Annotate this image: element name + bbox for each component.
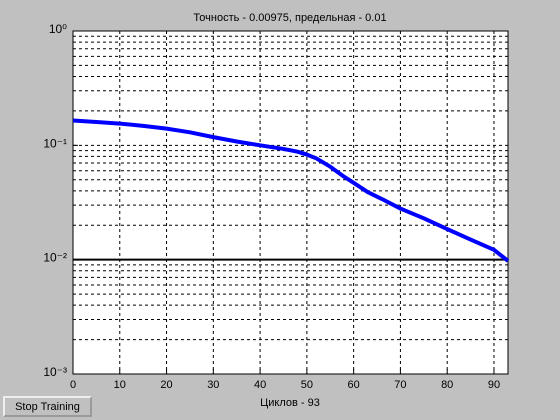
plot-area bbox=[73, 31, 508, 374]
x-tick-label: 80 bbox=[441, 379, 453, 391]
x-tick-label: 60 bbox=[348, 379, 360, 391]
x-tick-label: 0 bbox=[70, 379, 76, 391]
x-tick-label: 70 bbox=[394, 379, 406, 391]
y-tick-label: 10⁻² bbox=[43, 251, 67, 265]
x-tick-label: 10 bbox=[114, 379, 126, 391]
y-tick-label: 10⁰ bbox=[49, 22, 67, 36]
chart-title: Точность - 0.00975, предельная - 0.01 bbox=[193, 12, 386, 24]
stop-training-button[interactable]: Stop Training bbox=[3, 396, 92, 417]
x-axis-label: Циклов - 93 bbox=[260, 397, 320, 409]
performance-line bbox=[72, 118, 510, 263]
y-tick-label: 10⁻³ bbox=[43, 365, 67, 379]
x-tick-label: 30 bbox=[207, 379, 219, 391]
x-tick-label: 40 bbox=[254, 379, 266, 391]
y-tick-label: 10⁻¹ bbox=[43, 136, 67, 150]
x-tick-label: 20 bbox=[160, 379, 172, 391]
x-tick-label: 90 bbox=[488, 379, 500, 391]
x-tick-label: 50 bbox=[301, 379, 313, 391]
axes-box bbox=[72, 30, 509, 375]
